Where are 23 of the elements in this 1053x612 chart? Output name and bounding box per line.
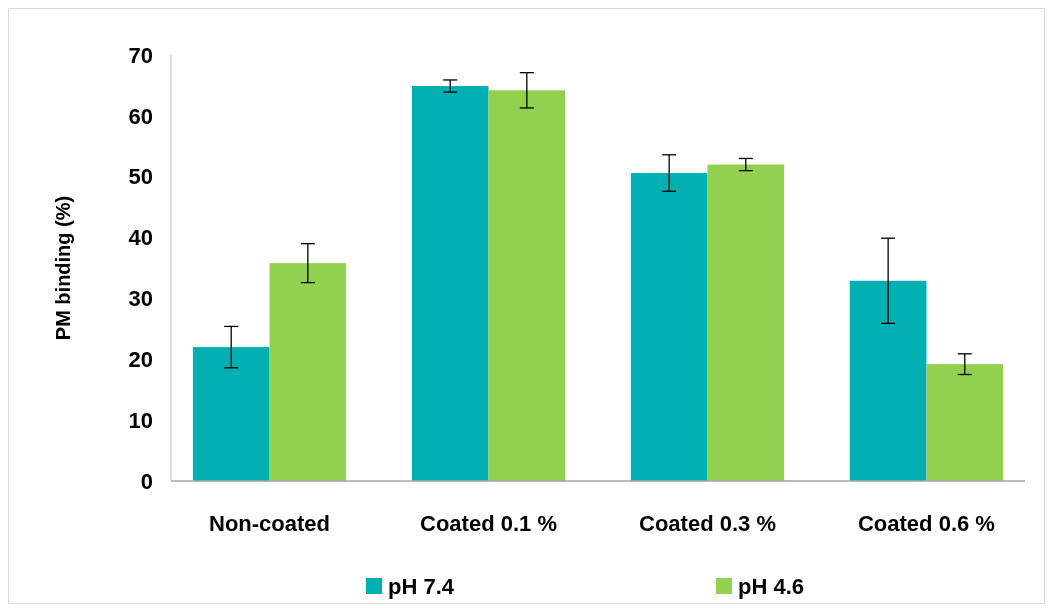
legend-label: pH 4.6 xyxy=(738,573,805,599)
bar xyxy=(411,86,489,481)
y-tick-label: 40 xyxy=(128,225,153,251)
y-tick-label: 50 xyxy=(128,164,153,190)
y-tick-label: 60 xyxy=(128,103,153,129)
x-tick-label: Non-coated xyxy=(209,511,331,536)
legend-label: pH 7.4 xyxy=(388,573,455,599)
y-tick-label: 10 xyxy=(128,407,153,433)
x-tick-label: Coated 0.1 % xyxy=(420,511,557,536)
bar xyxy=(192,347,270,481)
bar xyxy=(630,173,708,481)
bar xyxy=(269,263,347,481)
bar xyxy=(849,280,927,481)
bar xyxy=(707,164,785,481)
bar xyxy=(488,90,566,481)
x-tick-label: Coated 0.6 % xyxy=(857,511,995,536)
bar xyxy=(926,364,1004,481)
y-axis-title: PM binding (%) xyxy=(52,195,74,341)
y-tick-label: 20 xyxy=(128,346,153,372)
y-tick-label: 70 xyxy=(128,42,153,68)
x-tick-label: Coated 0.3 % xyxy=(639,511,776,536)
y-tick-label: 30 xyxy=(128,286,153,312)
y-tick-label: 0 xyxy=(140,468,153,494)
